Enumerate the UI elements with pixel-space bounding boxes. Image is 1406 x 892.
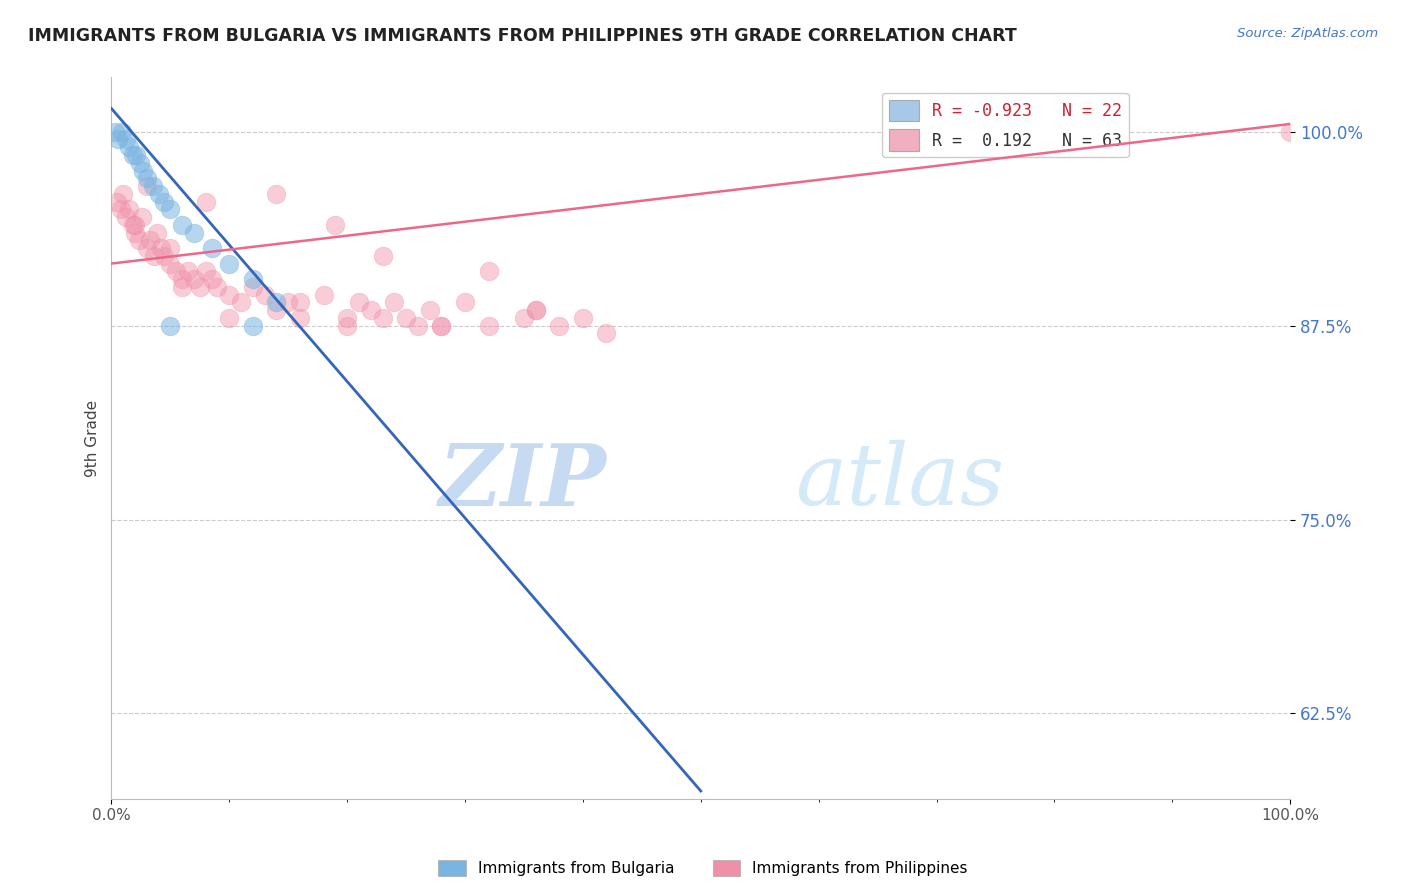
Point xyxy=(1279,125,1302,139)
Point xyxy=(513,310,536,325)
Point xyxy=(382,295,405,310)
Point xyxy=(218,287,240,301)
Point xyxy=(149,241,172,255)
Point xyxy=(165,264,187,278)
Point xyxy=(218,257,240,271)
Point xyxy=(131,210,153,224)
Point xyxy=(201,241,224,255)
Point xyxy=(406,318,429,333)
Point xyxy=(118,140,141,154)
Point xyxy=(121,148,143,162)
Point xyxy=(172,280,194,294)
Point xyxy=(135,171,157,186)
Point xyxy=(207,280,229,294)
Point xyxy=(159,241,181,255)
Point xyxy=(153,194,176,209)
Point xyxy=(218,310,240,325)
Point xyxy=(325,218,347,232)
Point xyxy=(524,303,547,318)
Point xyxy=(478,318,501,333)
Point xyxy=(121,218,143,232)
Point xyxy=(132,163,155,178)
Point xyxy=(430,318,453,333)
Point xyxy=(336,310,359,325)
Point xyxy=(124,218,146,232)
Point xyxy=(201,272,224,286)
Point xyxy=(128,155,150,169)
Point xyxy=(159,257,181,271)
Point xyxy=(139,233,162,247)
Point xyxy=(371,249,394,263)
Point xyxy=(153,249,176,263)
Point xyxy=(454,295,477,310)
Y-axis label: 9th Grade: 9th Grade xyxy=(86,400,100,476)
Text: atlas: atlas xyxy=(794,440,1004,523)
Point xyxy=(347,295,370,310)
Point xyxy=(266,186,288,201)
Point xyxy=(266,303,288,318)
Point xyxy=(266,295,288,310)
Point xyxy=(159,318,181,333)
Point xyxy=(229,295,252,310)
Text: ZIP: ZIP xyxy=(439,440,606,523)
Point xyxy=(188,280,211,294)
Point xyxy=(336,318,359,333)
Legend: R = -0.923   N = 22, R =  0.192   N = 63: R = -0.923 N = 22, R = 0.192 N = 63 xyxy=(882,93,1129,158)
Point xyxy=(242,318,264,333)
Point xyxy=(242,280,264,294)
Point xyxy=(172,272,194,286)
Point xyxy=(111,125,134,139)
Point xyxy=(114,132,136,146)
Point xyxy=(288,310,311,325)
Point xyxy=(371,310,394,325)
Point xyxy=(107,132,129,146)
Point xyxy=(548,318,571,333)
Point xyxy=(114,210,136,224)
Point xyxy=(118,202,141,217)
Point xyxy=(104,125,127,139)
Point xyxy=(419,303,441,318)
Point xyxy=(194,194,217,209)
Text: IMMIGRANTS FROM BULGARIA VS IMMIGRANTS FROM PHILIPPINES 9TH GRADE CORRELATION CH: IMMIGRANTS FROM BULGARIA VS IMMIGRANTS F… xyxy=(28,27,1017,45)
Point xyxy=(159,202,181,217)
Point xyxy=(146,226,169,240)
Point xyxy=(524,303,547,318)
Point xyxy=(110,202,132,217)
Point xyxy=(112,186,135,201)
Point xyxy=(128,233,150,247)
Point xyxy=(124,226,146,240)
Point xyxy=(105,194,128,209)
Point xyxy=(125,148,148,162)
Point xyxy=(478,264,501,278)
Point xyxy=(360,303,382,318)
Point xyxy=(277,295,299,310)
Point xyxy=(253,287,276,301)
Point xyxy=(312,287,335,301)
Point xyxy=(177,264,200,278)
Point xyxy=(183,226,205,240)
Point xyxy=(595,326,617,341)
Point xyxy=(135,179,157,194)
Point xyxy=(142,249,165,263)
Point xyxy=(148,186,170,201)
Text: Source: ZipAtlas.com: Source: ZipAtlas.com xyxy=(1237,27,1378,40)
Point xyxy=(135,241,157,255)
Point xyxy=(430,318,453,333)
Point xyxy=(395,310,418,325)
Legend: Immigrants from Bulgaria, Immigrants from Philippines: Immigrants from Bulgaria, Immigrants fro… xyxy=(432,855,974,882)
Point xyxy=(194,264,217,278)
Point xyxy=(172,218,194,232)
Point xyxy=(572,310,595,325)
Point xyxy=(142,179,165,194)
Point xyxy=(288,295,311,310)
Point xyxy=(183,272,205,286)
Point xyxy=(242,272,264,286)
